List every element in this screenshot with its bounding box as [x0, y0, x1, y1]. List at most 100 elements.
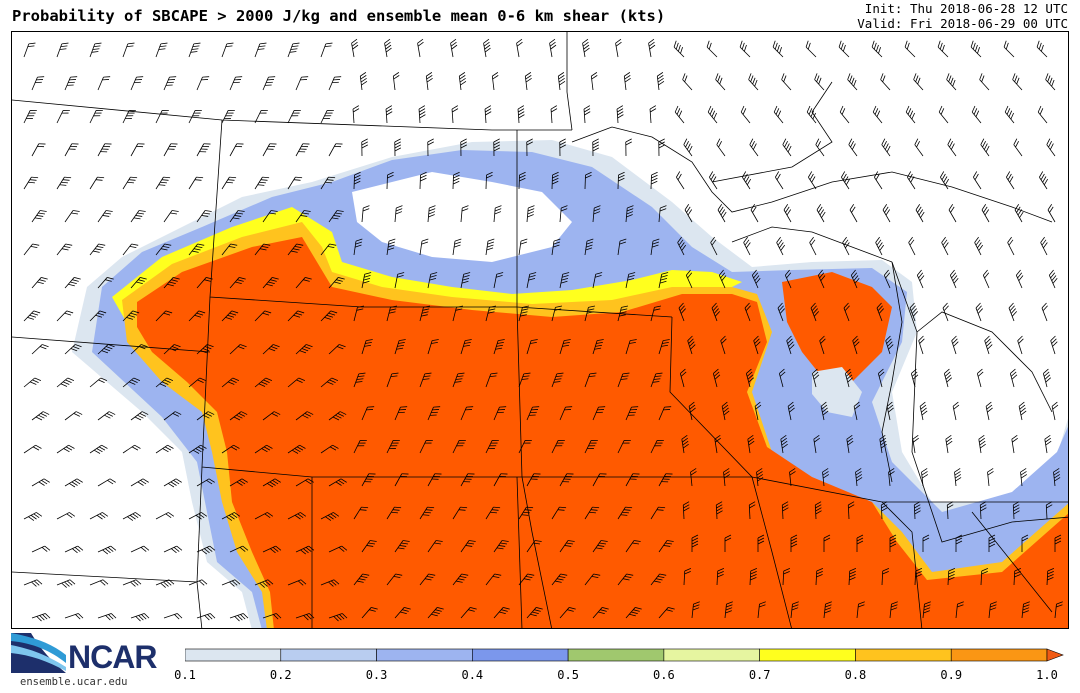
- ncar-url: ensemble.ucar.edu: [20, 676, 128, 688]
- wind-barb: [551, 372, 564, 388]
- wind-barb: [922, 534, 930, 552]
- wind-barb: [648, 38, 656, 58]
- wind-barb: [915, 204, 925, 223]
- wind-barb: [684, 204, 693, 223]
- wind-barb: [427, 205, 436, 223]
- wind-barb: [394, 272, 405, 289]
- wind-barb: [584, 171, 592, 190]
- wind-barb: [89, 579, 109, 586]
- wind-barb: [353, 506, 369, 520]
- wind-barb: [155, 579, 175, 588]
- wind-barb: [946, 501, 954, 520]
- wind-barb: [361, 272, 372, 289]
- colorbar-bin: [663, 648, 760, 662]
- wind-barb: [485, 171, 493, 190]
- wind-barb: [623, 72, 631, 91]
- wind-barb: [773, 105, 784, 124]
- wind-barb: [262, 143, 277, 157]
- wind-barb: [23, 109, 37, 124]
- wind-barb: [691, 534, 699, 552]
- colorbar-bin: [950, 648, 1048, 662]
- wind-barb: [820, 401, 829, 421]
- wind-barb: [221, 310, 239, 322]
- wind-barb: [718, 269, 727, 289]
- wind-barb: [754, 401, 762, 421]
- wind-barb: [1044, 434, 1052, 454]
- wind-barb: [516, 38, 523, 58]
- wind-barb: [386, 238, 396, 256]
- wind-barb: [122, 444, 141, 454]
- wind-barb: [419, 238, 429, 256]
- wind-barb: [617, 439, 631, 454]
- wind-barb: [747, 434, 755, 454]
- wind-barb: [163, 478, 182, 488]
- wind-barb: [295, 344, 313, 355]
- wind-barb: [976, 368, 984, 388]
- init-time: Init: Thu 2018-06-28 12 UTC: [864, 1, 1068, 16]
- wind-barb: [56, 579, 76, 588]
- wind-barb: [229, 76, 243, 91]
- wind-barb: [419, 171, 427, 190]
- wind-barb: [31, 613, 51, 622]
- wind-barb: [806, 105, 817, 124]
- wind-barb: [711, 302, 721, 322]
- wind-barb: [753, 335, 761, 355]
- wind-barb: [384, 38, 392, 58]
- wind-barb: [97, 613, 117, 621]
- wind-barb: [559, 540, 575, 553]
- wind-barb: [122, 377, 141, 388]
- wind-barb: [23, 377, 42, 388]
- wind-barb: [904, 40, 916, 58]
- colorbar-tick-label: 0.3: [365, 668, 388, 682]
- wind-barb: [625, 138, 632, 157]
- wind-barb: [450, 38, 458, 58]
- wind-barb: [625, 272, 636, 289]
- wind-barb: [650, 372, 663, 388]
- wind-barb: [328, 210, 344, 223]
- wind-barb: [89, 109, 103, 124]
- wind-barb: [97, 277, 114, 289]
- wind-barb: [97, 143, 112, 157]
- wind-barb: [188, 42, 201, 58]
- wind-barb: [427, 473, 442, 487]
- wind-barb: [287, 310, 305, 322]
- wind-barb: [229, 277, 246, 289]
- wind-barb: [839, 105, 850, 124]
- wind-barb: [559, 138, 566, 157]
- wind-barb: [907, 171, 916, 190]
- wind-barb: [352, 105, 360, 124]
- wind-barb: [942, 302, 949, 322]
- wind-barb: [328, 545, 348, 553]
- wind-barb: [687, 335, 696, 355]
- wind-barb: [31, 277, 48, 289]
- wind-barb: [97, 545, 117, 555]
- wind-barb: [452, 573, 469, 586]
- wind-barb: [914, 567, 923, 586]
- wind-barb: [658, 473, 673, 487]
- wind-barb: [847, 501, 855, 520]
- wind-barb: [650, 305, 662, 322]
- colorbar-tick-label: 0.9: [940, 668, 963, 682]
- wind-barb: [221, 377, 240, 388]
- wind-barb: [676, 171, 685, 190]
- wind-barb: [229, 210, 245, 223]
- wind-barb: [361, 339, 373, 355]
- wind-barb: [188, 444, 207, 454]
- wind-barb: [23, 579, 43, 587]
- wind-barb: [846, 434, 854, 454]
- wind-barb: [592, 473, 607, 487]
- wind-barb: [56, 109, 70, 124]
- colorbar-bin: [472, 648, 569, 662]
- wind-barb: [56, 176, 72, 190]
- wind-barb: [31, 411, 50, 421]
- wind-barb: [460, 540, 476, 553]
- wind-barb: [975, 302, 983, 322]
- wind-barb: [262, 411, 281, 421]
- wind-barb: [650, 573, 667, 586]
- wind-barb: [56, 243, 73, 256]
- wind-barb: [617, 171, 625, 190]
- wind-barb: [485, 573, 502, 586]
- wind-barb: [805, 40, 817, 58]
- wind-barb: [910, 368, 919, 388]
- wind-barb: [843, 302, 850, 322]
